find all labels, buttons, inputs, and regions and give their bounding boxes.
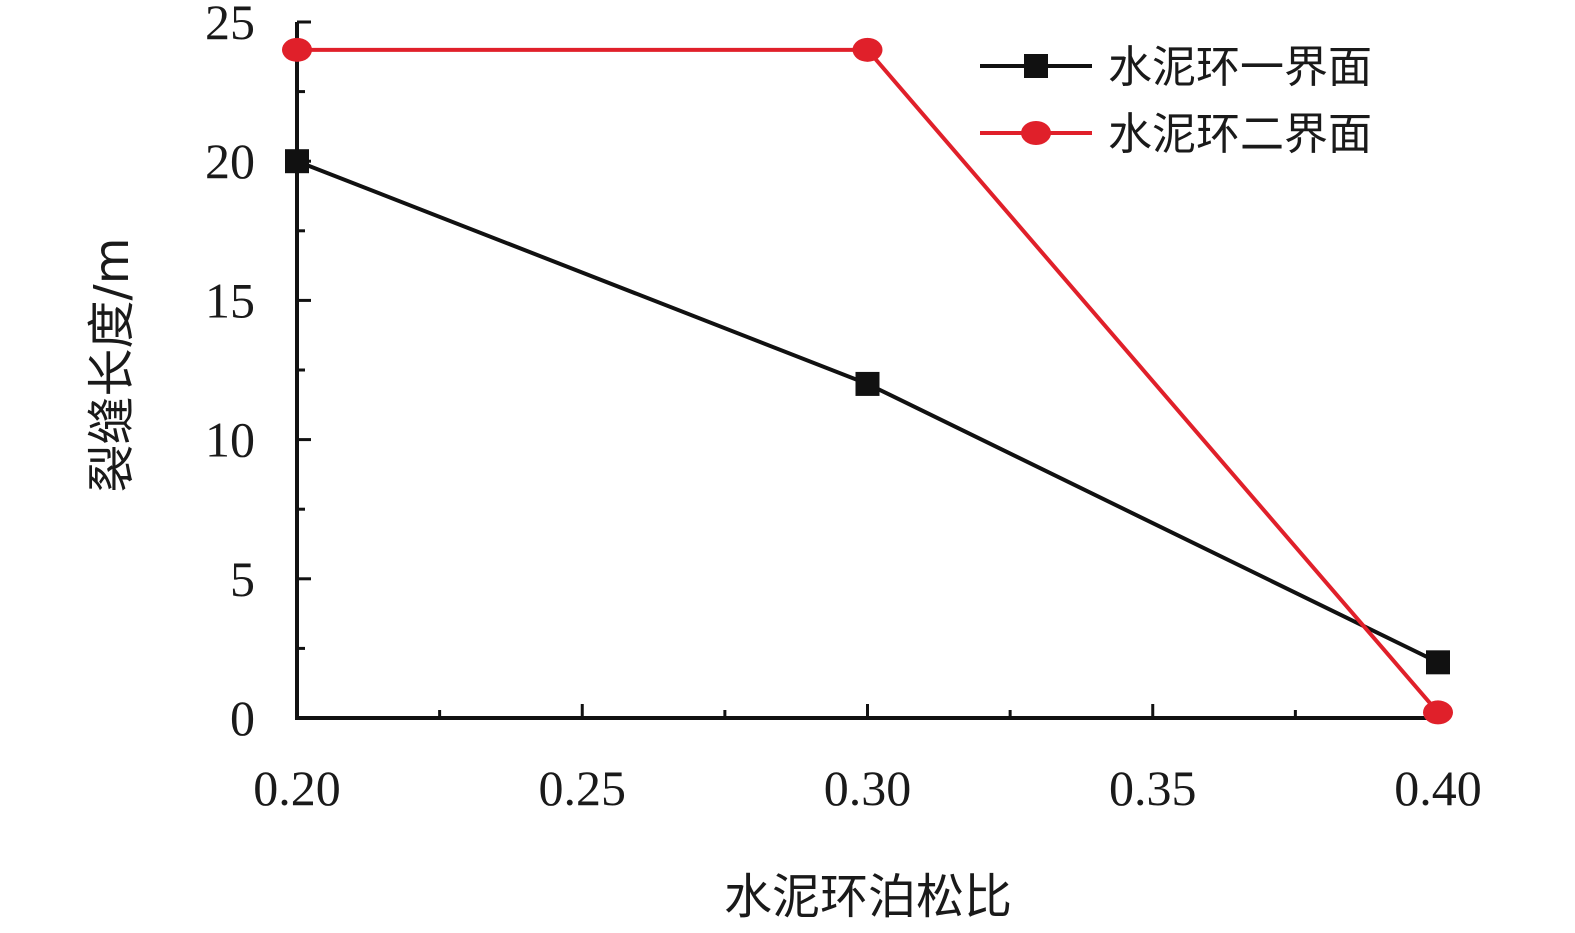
x-axis-title: 水泥环泊松比 [724,869,1012,925]
y-tick-label: 20 [205,133,255,189]
data-point-square [855,371,880,396]
x-tick-label: 0.30 [824,760,912,816]
series-line-1 [296,159,1439,665]
y-tick-label: 15 [205,272,255,328]
series-layer [282,37,1453,725]
x-tick-label: 0.25 [539,760,627,816]
y-tick-label: 0 [230,690,255,746]
legend-marker-circle [1021,121,1051,145]
x-tick-label: 0.20 [253,760,341,816]
data-point-circle [852,37,883,62]
y-axis-title: 裂缝长度/m [84,238,140,493]
y-tick-label: 5 [230,551,255,607]
y-tick-label: 25 [205,0,255,50]
x-tick-label: 0.35 [1109,760,1197,816]
legend-label: 水泥环二界面 [1108,109,1372,160]
data-point-circle [282,37,312,62]
data-point-circle [1423,700,1453,725]
y-tick-label: 10 [205,412,255,468]
data-point-square [285,149,309,174]
legend-marker-square [1024,54,1048,78]
x-tick-label: 0.40 [1394,760,1482,816]
ticks: 0 5 10 15 20 25 0.20 0.25 0.30 0.35 0.40 [205,0,1482,816]
legend-label: 水泥环一界面 [1108,42,1372,93]
data-point-square [1426,650,1450,675]
